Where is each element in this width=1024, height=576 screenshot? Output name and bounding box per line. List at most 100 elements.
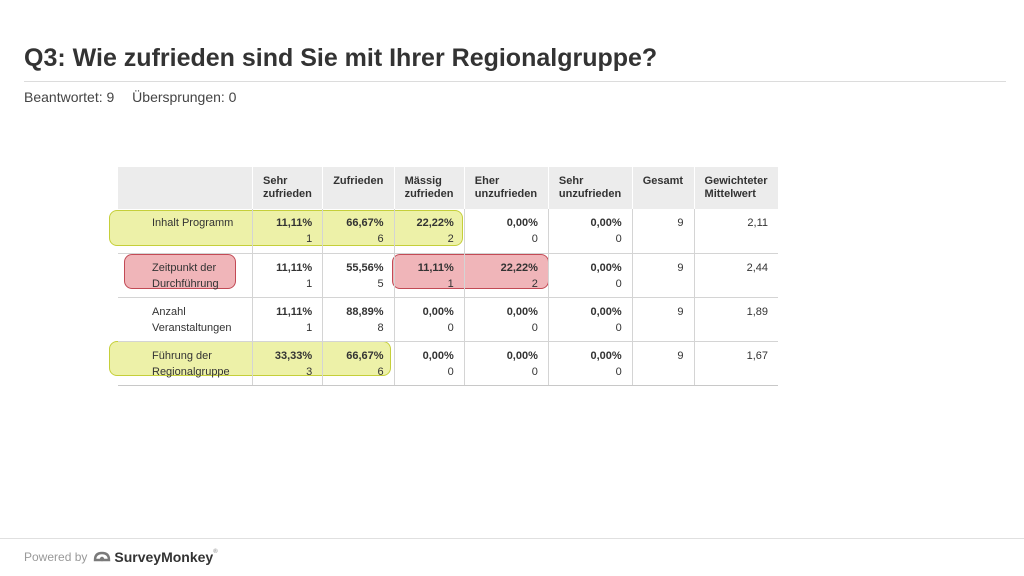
percent-value: 11,11% xyxy=(276,217,313,229)
percent-value: 11,11% xyxy=(276,261,313,274)
header-mittelwert: Gewichteter Mittelwert xyxy=(693,167,778,209)
row-label-cell: Inhalt Programm xyxy=(118,209,253,254)
value-cell: 66,67% 6 xyxy=(322,209,395,254)
percent-value: 0,00% xyxy=(590,305,622,318)
percent-value: 0,00% xyxy=(422,349,454,362)
count-value: 0 xyxy=(531,233,538,245)
table-row: Inhalt Programm 11,11% 1 66,67% 6 22,22% 2 0,00… xyxy=(118,209,778,254)
footer-divider xyxy=(0,538,1024,539)
mean-cell: 2,44 xyxy=(693,253,778,298)
mean-cell: 1,67 xyxy=(693,341,778,386)
mean-cell: 2,11 xyxy=(693,209,778,254)
count-value: 0 xyxy=(615,365,622,378)
count-value: 0 xyxy=(531,365,538,378)
brand-name: SurveyMonkey® xyxy=(114,549,217,565)
value-cell: 22,22% 2 xyxy=(463,253,549,298)
trademark-mark: ® xyxy=(213,549,218,555)
row-label-cell: Anzahl Veranstaltungen xyxy=(118,297,253,342)
count-value: 6 xyxy=(377,233,384,245)
value-cell: 0,00% 0 xyxy=(463,341,549,386)
value-cell: 0,00% 0 xyxy=(547,297,633,342)
percent-value: 11,11% xyxy=(276,305,313,318)
count-value: 3 xyxy=(306,365,313,378)
count-value: 8 xyxy=(377,321,384,334)
percent-value: 0,00% xyxy=(422,305,454,318)
percent-value: 33,33% xyxy=(274,349,313,362)
table-row: Führung der Regionalgruppe 33,33% 3 66,67% 6… xyxy=(118,341,778,386)
count-value: 0 xyxy=(615,233,622,245)
percent-value: 0,00% xyxy=(590,349,622,362)
row-label: Führung der Regionalgruppe xyxy=(152,349,230,378)
count-value: 1 xyxy=(306,321,313,334)
percent-value: 22,22% xyxy=(500,261,538,274)
value-cell: 33,33% 3 xyxy=(251,341,323,386)
count-value: 2 xyxy=(531,277,538,290)
value-cell: 0,00% 0 xyxy=(547,341,633,386)
percent-value: 0,00% xyxy=(506,305,538,318)
value-cell: 0,00% 0 xyxy=(393,297,465,342)
header-eher-unzufrieden: Eher unzufrieden xyxy=(463,167,549,209)
count-value: 1 xyxy=(306,233,313,245)
value-cell: 55,56% 5 xyxy=(322,253,395,298)
row-label-cell: Führung der Regionalgruppe xyxy=(118,341,253,386)
percent-value: 11,11% xyxy=(417,261,454,274)
percent-value: 22,22% xyxy=(416,217,454,229)
value-cell: 11,11% 1 xyxy=(251,209,323,254)
row-label: Inhalt Programm xyxy=(152,217,234,229)
percent-value: 0,00% xyxy=(590,261,622,274)
count-value: 0 xyxy=(615,321,622,334)
count-value: 5 xyxy=(377,277,384,290)
total-cell: 9 xyxy=(631,209,695,254)
skipped-count: Übersprungen: 0 xyxy=(132,89,237,105)
header-gesamt: Gesamt xyxy=(631,167,695,209)
total-cell: 9 xyxy=(631,253,695,298)
total-cell: 9 xyxy=(631,297,695,342)
value-cell: 11,11% 1 xyxy=(251,297,323,342)
value-cell: 11,11% 1 xyxy=(393,253,465,298)
value-cell: 66,67% 6 xyxy=(322,341,395,386)
value-cell: 22,22% 2 xyxy=(393,209,465,254)
percent-value: 88,89% xyxy=(346,305,384,318)
value-cell: 88,89% 8 xyxy=(322,297,395,342)
header-zufrieden: Zufrieden xyxy=(322,167,395,209)
row-label: Zeitpunkt der Durchführung xyxy=(152,261,219,290)
header-sehr-unzufrieden: Sehr unzufrieden xyxy=(547,167,633,209)
percent-value: 0,00% xyxy=(506,217,538,229)
percent-value: 0,00% xyxy=(590,217,622,229)
surveymonkey-logo-icon xyxy=(94,551,111,562)
header-maessig-zufrieden: Mässig zufrieden xyxy=(393,167,465,209)
header-empty xyxy=(118,167,253,209)
value-cell: 0,00% 0 xyxy=(463,209,549,254)
brand-text: SurveyMonkey xyxy=(114,549,214,565)
count-value: 6 xyxy=(377,365,384,378)
powered-by-text: Powered by xyxy=(24,550,88,564)
value-cell: 0,00% 0 xyxy=(547,209,633,254)
row-label: Anzahl Veranstaltungen xyxy=(152,305,232,334)
header-sehr-zufrieden: Sehr zufrieden xyxy=(251,167,323,209)
response-stats: Beantwortet: 9 Übersprungen: 0 xyxy=(24,89,250,105)
table-header-row: Sehr zufrieden Zufrieden Mässig zufriede… xyxy=(118,167,778,209)
mean-cell: 1,89 xyxy=(693,297,778,342)
value-cell: 0,00% 0 xyxy=(393,341,465,386)
percent-value: 66,67% xyxy=(346,217,384,229)
count-value: 0 xyxy=(615,277,622,290)
footer: Powered by SurveyMonkey® xyxy=(24,549,218,565)
count-value: 0 xyxy=(447,321,454,334)
value-cell: 0,00% 0 xyxy=(547,253,633,298)
count-value: 1 xyxy=(447,277,454,290)
page-title: Q3: Wie zufrieden sind Sie mit Ihrer Reg… xyxy=(24,44,658,72)
value-cell: 0,00% 0 xyxy=(463,297,549,342)
results-table: Sehr zufrieden Zufrieden Mässig zufriede… xyxy=(118,167,778,386)
table-row: Zeitpunkt der Durchführung 11,11% 1 55,56% 5… xyxy=(118,253,778,298)
count-value: 0 xyxy=(531,321,538,334)
percent-value: 66,67% xyxy=(346,349,384,362)
count-value: 2 xyxy=(447,233,454,245)
row-label-cell: Zeitpunkt der Durchführung xyxy=(118,253,253,298)
count-value: 1 xyxy=(306,277,313,290)
percent-value: 55,56% xyxy=(346,261,384,274)
answered-count: Beantwortet: 9 xyxy=(24,89,115,105)
count-value: 0 xyxy=(447,365,454,378)
total-cell: 9 xyxy=(631,341,695,386)
table-row: Anzahl Veranstaltungen 11,11% 1 88,89% 8 0,00… xyxy=(118,297,778,342)
title-divider xyxy=(24,81,1006,82)
